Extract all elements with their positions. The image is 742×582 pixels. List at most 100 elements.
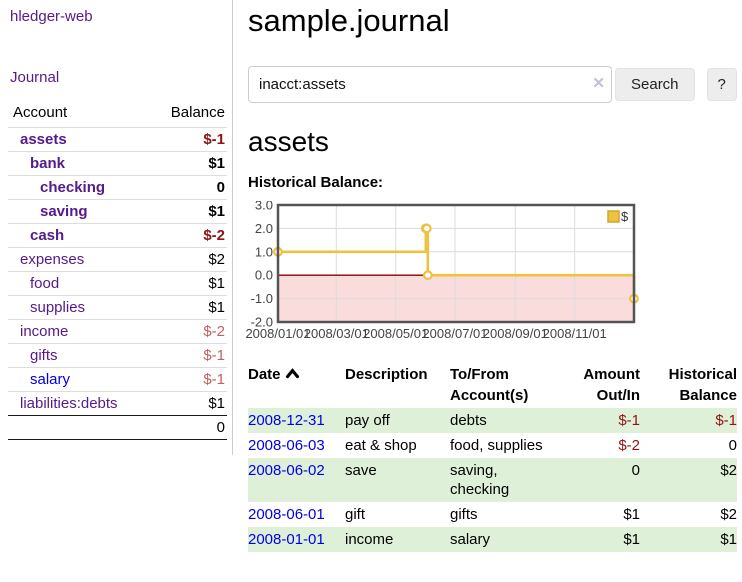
legend-label: $	[621, 209, 629, 224]
account-balance: $1	[157, 391, 227, 416]
y-tick-label: 2.0	[255, 221, 273, 236]
account-balance: $1	[157, 151, 227, 176]
sidebar: hledger-web Journal Account Balance asse…	[0, 0, 233, 455]
register-balance-cell: $1	[640, 527, 737, 552]
x-tick-label: 2008/01/01	[245, 326, 310, 341]
app-title-link[interactable]: hledger-web	[10, 8, 93, 25]
accounts-header-balance: Balance	[170, 104, 225, 121]
y-tick-label: 1.0	[255, 244, 273, 259]
account-link[interactable]: food	[30, 275, 60, 292]
account-balance: $-1	[157, 127, 227, 152]
account-link[interactable]: assets	[20, 131, 67, 148]
register-header-historical: Historical Balance	[668, 366, 737, 404]
register-date-cell: 2008-06-01	[248, 502, 345, 527]
register-amount-cell: 0	[545, 458, 640, 502]
y-tick-label: 3.0	[255, 201, 273, 213]
register-date-cell: 2008-06-02	[248, 458, 345, 502]
account-link[interactable]: liabilities:debts	[20, 395, 118, 412]
register-header-amount: Amount Out/In	[583, 366, 640, 404]
account-row: assets $-1	[8, 127, 227, 152]
register-header-date: Date	[248, 362, 345, 408]
accounts-total-row: 0	[8, 415, 227, 440]
register-amount-cell: $-2	[618, 437, 640, 454]
data-point-marker	[421, 223, 432, 234]
account-balance: $2	[157, 247, 227, 272]
plot-border	[276, 203, 636, 324]
register-description-cell: save	[345, 458, 450, 502]
register-balance-cell: $-1	[640, 408, 737, 433]
main-pane: sample.journal ✕ Search ? assets Histori…	[245, 0, 742, 552]
y-tick-label: -1.0	[251, 291, 273, 306]
account-heading: assets	[248, 126, 329, 157]
x-tick-label: 2008/07/01	[422, 326, 487, 341]
register-date-link[interactable]: 2008-06-02	[248, 462, 325, 479]
register-balance-cell: 0	[728, 437, 737, 454]
y-tick-label: 0.0	[255, 268, 273, 283]
account-link[interactable]: income	[20, 323, 69, 340]
account-link[interactable]: bank	[30, 155, 66, 172]
register-accounts-cell: gifts	[450, 506, 478, 523]
account-balance: $-2	[157, 223, 227, 248]
sort-ascending-icon	[285, 368, 299, 379]
register-date-link[interactable]: 2008-01-01	[248, 531, 325, 548]
register-balance-cell: $2	[720, 506, 737, 523]
register-amount-cell: $1	[545, 527, 640, 552]
account-row: liabilities:debts $1	[8, 391, 227, 416]
y-tick-label: -2.0	[251, 315, 273, 330]
account-link[interactable]: saving	[40, 203, 88, 220]
register-balance-cell: $2	[640, 458, 737, 502]
accounts-tbody: assets $-1 bank $1 checking 0 saving $1 cash $-2 e…	[8, 127, 227, 416]
account-balance: $-1	[157, 343, 227, 368]
account-balance: $-2	[157, 319, 227, 344]
register-description-cell: eat & shop	[345, 437, 417, 454]
search-form: ✕ Search ?	[248, 66, 742, 103]
register-date-cell: 2008-06-03	[248, 433, 345, 458]
clear-search-icon[interactable]: ✕	[592, 75, 605, 92]
register-date-cell: 2008-12-31	[248, 408, 345, 433]
x-tick-label: 2008/05/01	[363, 326, 428, 341]
register-tbody: 2008-12-31 pay off debts $-1 $-1 2008-06-03 ea…	[248, 408, 737, 552]
accounts-table: Account Balance assets $-1 bank $1 checking 0…	[8, 100, 227, 440]
account-link[interactable]: checking	[40, 179, 106, 196]
account-balance: $-1	[157, 367, 227, 392]
search-input[interactable]	[248, 66, 612, 103]
register-row: 2008-12-31 pay off debts $-1 $-1	[248, 408, 737, 433]
account-row: gifts $-1	[8, 343, 227, 368]
account-row: bank $1	[8, 151, 227, 176]
account-row: saving $1	[8, 199, 227, 224]
sidebar-item-journal[interactable]: Journal	[10, 69, 60, 86]
chart-title: Historical Balance:	[248, 174, 384, 191]
account-row: salary $-1	[8, 367, 227, 392]
x-tick-label: 2008/11/01	[543, 326, 607, 341]
register-amount-cell: $1	[623, 506, 640, 523]
search-button[interactable]: Search	[615, 68, 695, 101]
account-link[interactable]: gifts	[30, 347, 58, 364]
register-table: Date Description To/From Account(s) Amount Ou…	[248, 362, 737, 552]
data-point-marker	[422, 270, 433, 281]
historical-balance-chart: $3.0 2.0 1.0 0.0 -1.0 -2.02008/01/012008/03/0…	[245, 198, 639, 341]
account-link[interactable]: salary	[30, 371, 71, 388]
account-balance: $1	[157, 295, 227, 320]
register-description-cell: gift	[345, 506, 366, 523]
register-date-link[interactable]: 2008-06-03	[248, 437, 325, 454]
accounts-total-value: 0	[157, 415, 227, 440]
account-balance: $1	[157, 199, 227, 224]
register-accounts-cell: debts	[450, 408, 545, 433]
accounts-header-account: Account	[13, 104, 68, 121]
help-button[interactable]: ?	[706, 68, 737, 101]
account-link[interactable]: cash	[30, 227, 65, 244]
account-row: food $1	[8, 271, 227, 296]
x-tick-label: 2008/09/01	[483, 326, 548, 341]
register-date-link[interactable]: 2008-06-01	[248, 506, 325, 523]
register-description-cell: pay off	[345, 408, 450, 433]
account-row: cash $-2	[8, 223, 227, 248]
page-title: sample.journal	[248, 3, 450, 38]
register-date-link[interactable]: 2008-12-31	[248, 412, 325, 429]
account-row: expenses $2	[8, 247, 227, 272]
register-date-cell: 2008-01-01	[248, 527, 345, 552]
account-balance: $1	[157, 271, 227, 296]
account-link[interactable]: supplies	[30, 299, 86, 316]
register-header-row: Date Description To/From Account(s) Amount Ou…	[248, 362, 737, 408]
account-link[interactable]: expenses	[20, 251, 85, 268]
register-row: 2008-06-02 save saving, checking 0 $2	[248, 458, 737, 502]
